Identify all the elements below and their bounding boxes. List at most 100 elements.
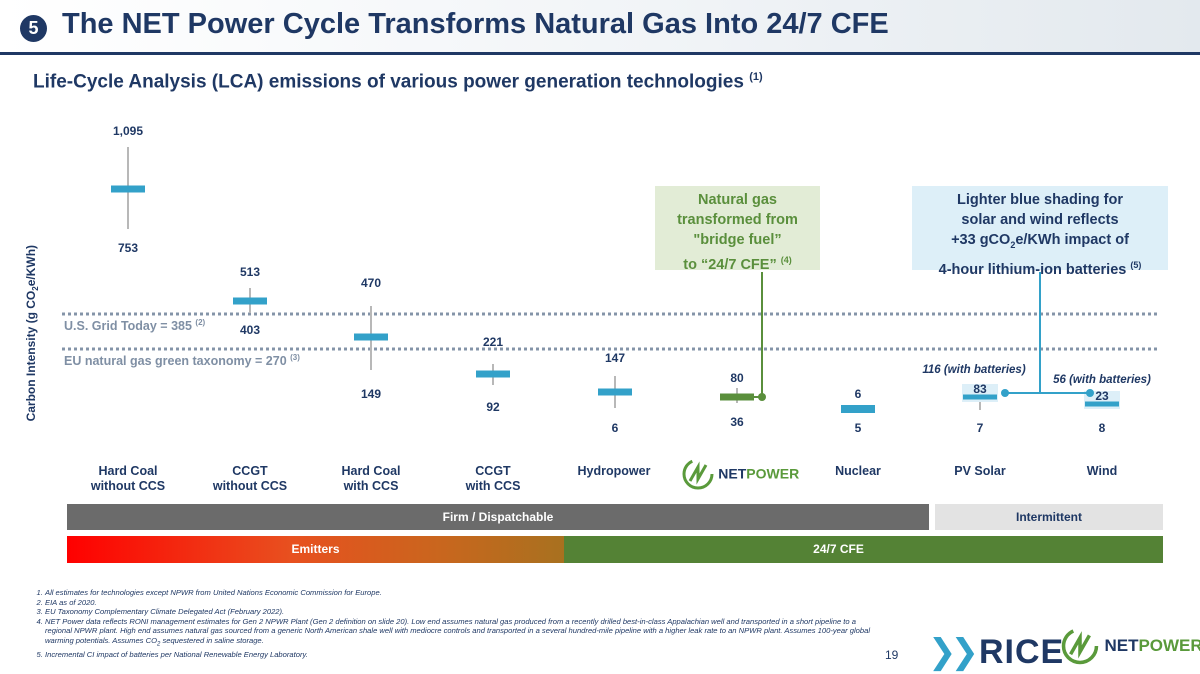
solar-wind-callout-line2: solar and wind reflects: [961, 212, 1119, 228]
firm-dispatchable-band: Firm / Dispatchable: [67, 504, 929, 530]
footnote-2: EIA as of 2020.: [45, 598, 873, 608]
high-value-label-hydropower: 147: [605, 351, 625, 365]
netpower-leaf-icon: [682, 458, 714, 490]
cat-line1: PV Solar: [954, 464, 1006, 478]
solar-wind-callout-ref: (5): [1130, 259, 1142, 270]
category-label-pv-solar: PV Solar: [915, 464, 1045, 479]
high-value-label-nuclear: 6: [855, 387, 862, 401]
high-value-label-hard-coal-without-ccs: 1,095: [113, 124, 143, 138]
netpower-word-b: POWER: [746, 465, 800, 482]
cat-line1: Wind: [1086, 464, 1118, 478]
firm-dispatchable-label: Firm / Dispatchable: [442, 510, 554, 524]
cat-line2: without CCS: [212, 479, 288, 493]
netpower-logo-b: POWER: [1138, 636, 1200, 655]
netpower-category-wordmark: NETPOWER: [718, 466, 799, 482]
natural-gas-callout-dot: [758, 393, 766, 401]
natural-gas-callout-line4-text: to “24/7 CFE”: [683, 256, 777, 273]
low-value-label-ccgt-without-ccs: 403: [240, 323, 260, 337]
subtitle-text: Life-Cycle Analysis (LCA) emissions of v…: [33, 71, 744, 93]
solar-wind-callout-line3-sub: 2: [1010, 239, 1016, 250]
solar-wind-callout-line4-text: 4-hour lithium-ion batteries: [938, 261, 1127, 278]
range-bar-hard-coal-with-ccs: [354, 333, 388, 341]
range-bar-hard-coal-without-ccs: [111, 185, 145, 193]
cat-line1: CCGT: [475, 464, 511, 478]
natural-gas-callout-line2: transformed from: [677, 212, 798, 228]
solar-battery-dot: [1001, 389, 1009, 397]
lca-range-chart: 1,095 753 513 403 470 149 221 92 147 6 80 36 6 5 83 7 11…: [62, 124, 1160, 435]
category-label-hydropower: Hydropower: [549, 464, 679, 479]
footnote-4-text: NET Power data reflects RONI management …: [45, 616, 871, 645]
low-value-label-hard-coal-without-ccs: 753: [118, 241, 138, 255]
netpower-word-a: NET: [718, 465, 747, 482]
low-value-label-hydropower: 6: [612, 421, 619, 435]
eu-taxonomy-label-ref: (3): [290, 353, 300, 362]
category-label-nuclear: Nuclear: [793, 464, 923, 479]
us-grid-label: U.S. Grid Today = 385 (2): [64, 318, 205, 333]
eu-taxonomy-label: EU natural gas green taxonomy = 270 (3): [64, 353, 300, 368]
category-label-hard-coal-with-ccs: Hard Coal with CCS: [306, 464, 436, 494]
high-value-label-ccgt-with-ccs: 221: [483, 335, 503, 349]
netpower-logo-icon: [1061, 627, 1099, 665]
cfe-band: 24/7 CFE: [564, 536, 1163, 563]
natural-gas-callout-line1: Natural gas: [698, 192, 777, 208]
cat-line2: without CCS: [90, 479, 166, 493]
range-bar-net-power: [720, 393, 754, 401]
footnote-4-sub: 2: [156, 641, 161, 648]
cat-line1: Nuclear: [835, 464, 881, 478]
page-number: 19: [885, 648, 899, 662]
range-bar-ccgt-without-ccs: [233, 297, 267, 305]
high-value-label-pv-solar: 83: [973, 382, 987, 396]
footnote-4-end: sequestered in saline storage.: [160, 635, 264, 645]
footnote-5: Incremental CI impact of batteries per N…: [45, 650, 873, 660]
footnotes: All estimates for technologies except NP…: [33, 588, 873, 659]
emitters-label: Emitters: [291, 542, 340, 556]
range-bar-hydropower: [598, 388, 632, 396]
range-bar-wind: [1085, 401, 1119, 407]
us-grid-label-ref: (2): [195, 318, 206, 327]
rice-wordmark: RICE: [978, 633, 1065, 671]
netpower-logo-wordmark: NETPOWER: [1104, 636, 1200, 655]
solar-wind-callout-line1: Lighter blue shading for: [957, 192, 1123, 208]
cat-line1: Hard Coal: [341, 464, 401, 478]
solar-wind-callout-line3b: e/KWh impact of: [1015, 232, 1129, 248]
wind-battery-dot: [1086, 389, 1094, 397]
solar-wind-callout-line3a: +33 gCO: [951, 232, 1011, 248]
with-batteries-label-pv-solar: 116 (with batteries): [922, 364, 1025, 376]
low-value-label-ccgt-with-ccs: 92: [486, 400, 500, 414]
cat-line1: Hydropower: [577, 464, 651, 478]
netpower-logo-a: NET: [1104, 636, 1139, 655]
emitters-band: Emitters: [67, 536, 564, 563]
natural-gas-callout-line3: "bridge fuel”: [693, 232, 782, 248]
rice-chevron-icon: ❯❯: [928, 633, 979, 671]
category-label-ccgt-with-ccs: CCGT with CCS: [428, 464, 558, 494]
cat-line1: Hard Coal: [98, 464, 158, 478]
intermittent-band: Intermittent: [935, 504, 1163, 530]
range-bar-ccgt-with-ccs: [476, 370, 510, 378]
chart-subtitle: Life-Cycle Analysis (LCA) emissions of v…: [33, 71, 763, 93]
solar-wind-callout-line3: +33 gCO2e/KWh impact of: [918, 230, 1162, 255]
cat-line1: CCGT: [232, 464, 268, 478]
footnote-4: NET Power data reflects RONI management …: [45, 617, 873, 650]
high-value-label-ccgt-without-ccs: 513: [240, 265, 260, 279]
category-label-ccgt-without-ccs: CCGT without CCS: [185, 464, 315, 494]
low-value-label-pv-solar: 7: [977, 421, 984, 435]
netpower-logo: NETPOWER: [1060, 626, 1200, 666]
slide-number-badge: 5: [20, 15, 47, 42]
range-bar-pv-solar: [963, 394, 997, 400]
intermittent-label: Intermittent: [1016, 510, 1082, 524]
category-label-netpower: NETPOWER: [675, 457, 805, 491]
subtitle-ref: (1): [749, 71, 763, 83]
natural-gas-callout: Natural gas transformed from "bridge fue…: [655, 186, 820, 273]
low-value-label-wind: 8: [1099, 421, 1106, 435]
cat-line2: with CCS: [343, 479, 399, 493]
cfe-label: 24/7 CFE: [813, 542, 864, 556]
category-label-hard-coal-without-ccs: Hard Coal without CCS: [63, 464, 193, 494]
header-rule: [0, 52, 1200, 55]
solar-wind-callout: Lighter blue shading for solar and wind …: [912, 186, 1168, 278]
footnote-3: EU Taxonomy Complementary Climate Delega…: [45, 607, 873, 617]
header-bar: [0, 0, 1200, 52]
page-title: The NET Power Cycle Transforms Natural G…: [62, 8, 889, 40]
low-value-label-nuclear: 5: [855, 421, 862, 435]
low-value-label-net-power: 36: [730, 415, 744, 429]
eu-taxonomy-label-text: EU natural gas green taxonomy = 270: [64, 354, 287, 369]
